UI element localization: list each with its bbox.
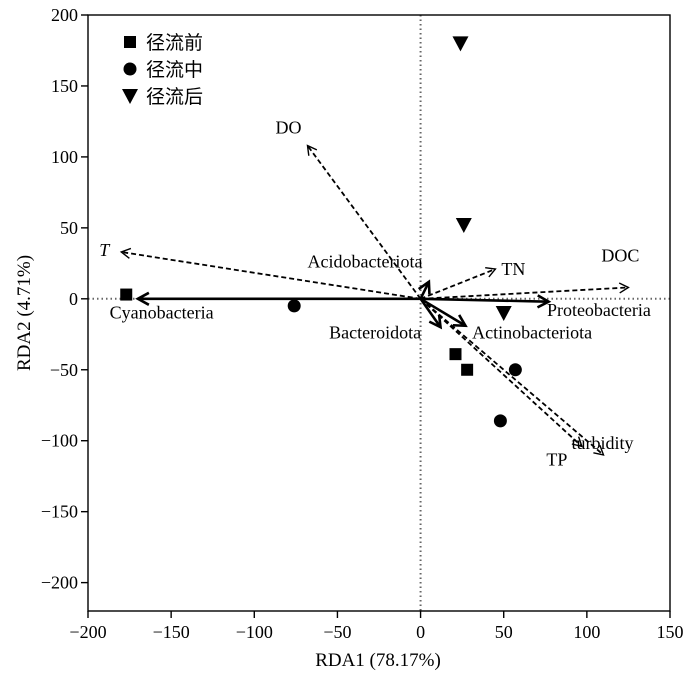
env-vector-t <box>119 247 421 300</box>
legend-marker-circle <box>123 62 137 76</box>
env-label-doc: DOC <box>601 245 639 265</box>
y-tick-label: −150 <box>41 502 78 522</box>
x-tick-label: −100 <box>236 622 273 642</box>
env-vector-turbidity <box>419 298 605 456</box>
env-label-do: DO <box>275 118 301 138</box>
y-tick-label: −100 <box>41 431 78 451</box>
legend-marker-square <box>124 36 136 48</box>
env-label-t: T <box>99 240 111 260</box>
y-tick-label: 200 <box>51 5 78 25</box>
sample-point-square <box>461 363 474 376</box>
species-vector-actinobacteriota <box>419 297 468 328</box>
sample-point-triangle-down <box>495 306 512 321</box>
y-axis-title: RDA2 (4.71%) <box>14 255 35 371</box>
x-axis: −200 −150 −100 −50 0 50 100 150 <box>69 611 684 642</box>
sample-point-triangle-down <box>455 218 472 234</box>
species-vector-proteobacteria <box>420 294 552 309</box>
species-vector-bacteroidota <box>419 298 443 330</box>
x-tick-label: −50 <box>323 622 351 642</box>
x-axis-title: RDA1 (78.17%) <box>315 650 441 671</box>
species-vectors: Cyanobacteria Proteobacteria Acidobacterio… <box>110 252 651 343</box>
plot-frame <box>87 14 671 612</box>
env-vector-doc <box>420 282 630 300</box>
x-tick-label: 0 <box>416 622 425 642</box>
sample-point-circle <box>287 299 301 313</box>
species-label-proteobacteria: Proteobacteria <box>547 300 651 320</box>
legend-label: 径流后 <box>146 86 203 108</box>
x-tick-label: −200 <box>69 622 106 642</box>
species-label-acidobacteriota: Acidobacteriota <box>307 252 422 272</box>
y-tick-label: 150 <box>51 76 78 96</box>
sample-points <box>120 36 522 428</box>
x-tick-label: −150 <box>153 622 190 642</box>
species-label-actinobacteriota: Actinobacteriota <box>472 323 592 343</box>
sample-point-circle <box>493 414 507 428</box>
y-axis: −200 −150 −100 −50 0 50 100 150 200 <box>41 5 88 593</box>
legend-label: 径流中 <box>146 59 203 81</box>
x-tick-label: 150 <box>657 622 684 642</box>
y-tick-label: −200 <box>41 573 78 593</box>
species-vector-acidobacteriota <box>417 279 431 300</box>
reference-lines <box>88 15 670 611</box>
x-tick-label: 100 <box>573 622 600 642</box>
y-tick-label: 0 <box>69 289 78 309</box>
env-label-turbidity: turbidity <box>571 433 633 453</box>
species-label-cyanobacteria: Cyanobacteria <box>110 303 214 323</box>
y-tick-label: 100 <box>51 147 78 167</box>
species-label-bacteroidota: Bacteroidota <box>329 323 421 343</box>
sample-point-square <box>449 348 462 361</box>
sample-point-circle <box>508 363 522 377</box>
legend-label: 径流前 <box>146 32 203 54</box>
env-label-tp: TP <box>546 449 567 469</box>
y-tick-label: 50 <box>60 218 78 238</box>
env-vector-tn <box>420 266 497 300</box>
env-vector-tp <box>419 298 583 448</box>
legend-marker-triangle-down <box>122 89 138 104</box>
y-tick-label: −50 <box>50 360 78 380</box>
env-label-tn: TN <box>501 259 525 279</box>
sample-point-triangle-down <box>452 36 469 52</box>
x-tick-label: 50 <box>495 622 513 642</box>
sample-point-square <box>120 288 133 301</box>
env-vector-do <box>306 144 422 300</box>
